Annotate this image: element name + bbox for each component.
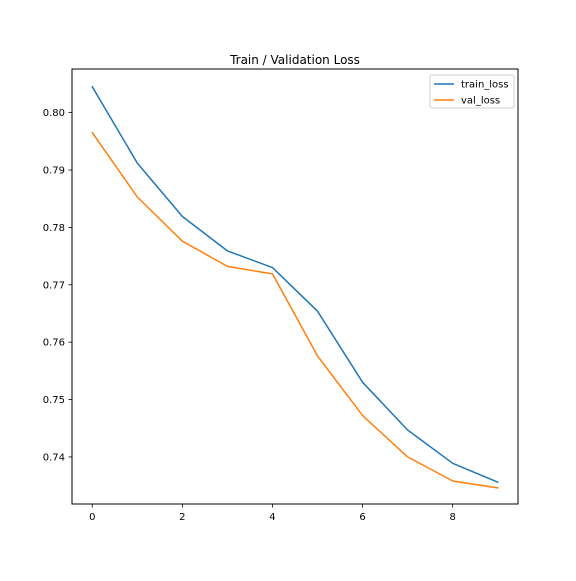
y-tick-label: 0.77 [43,280,65,291]
chart-title: Train / Validation Loss [229,53,360,67]
plot-frame [71,68,519,505]
y-tick-label: 0.79 [43,166,65,177]
legend-label-val_loss: val_loss [461,96,500,107]
x-axis: 0 2 4 6 8 [89,504,456,523]
y-tick-label: 0.74 [43,452,65,463]
y-tick-label: 0.75 [43,395,65,406]
series-layer [91,85,499,489]
x-tick-label: 0 [89,512,95,523]
y-tick-label: 0.76 [43,338,65,349]
y-tick-label: 0.80 [43,108,65,119]
y-tick-label: 0.78 [43,223,65,234]
series-line-train_loss [91,85,499,484]
y-axis: 0.74 0.75 0.76 0.77 0.78 0.79 0.80 [43,108,72,463]
legend-label-train_loss: train_loss [461,80,509,91]
x-tick-label: 2 [179,512,185,523]
series-line-val_loss [91,131,499,489]
x-tick-label: 6 [359,512,365,523]
x-tick-label: 4 [269,512,275,523]
legend: train_loss val_loss [429,74,515,109]
x-tick-label: 8 [449,512,455,523]
